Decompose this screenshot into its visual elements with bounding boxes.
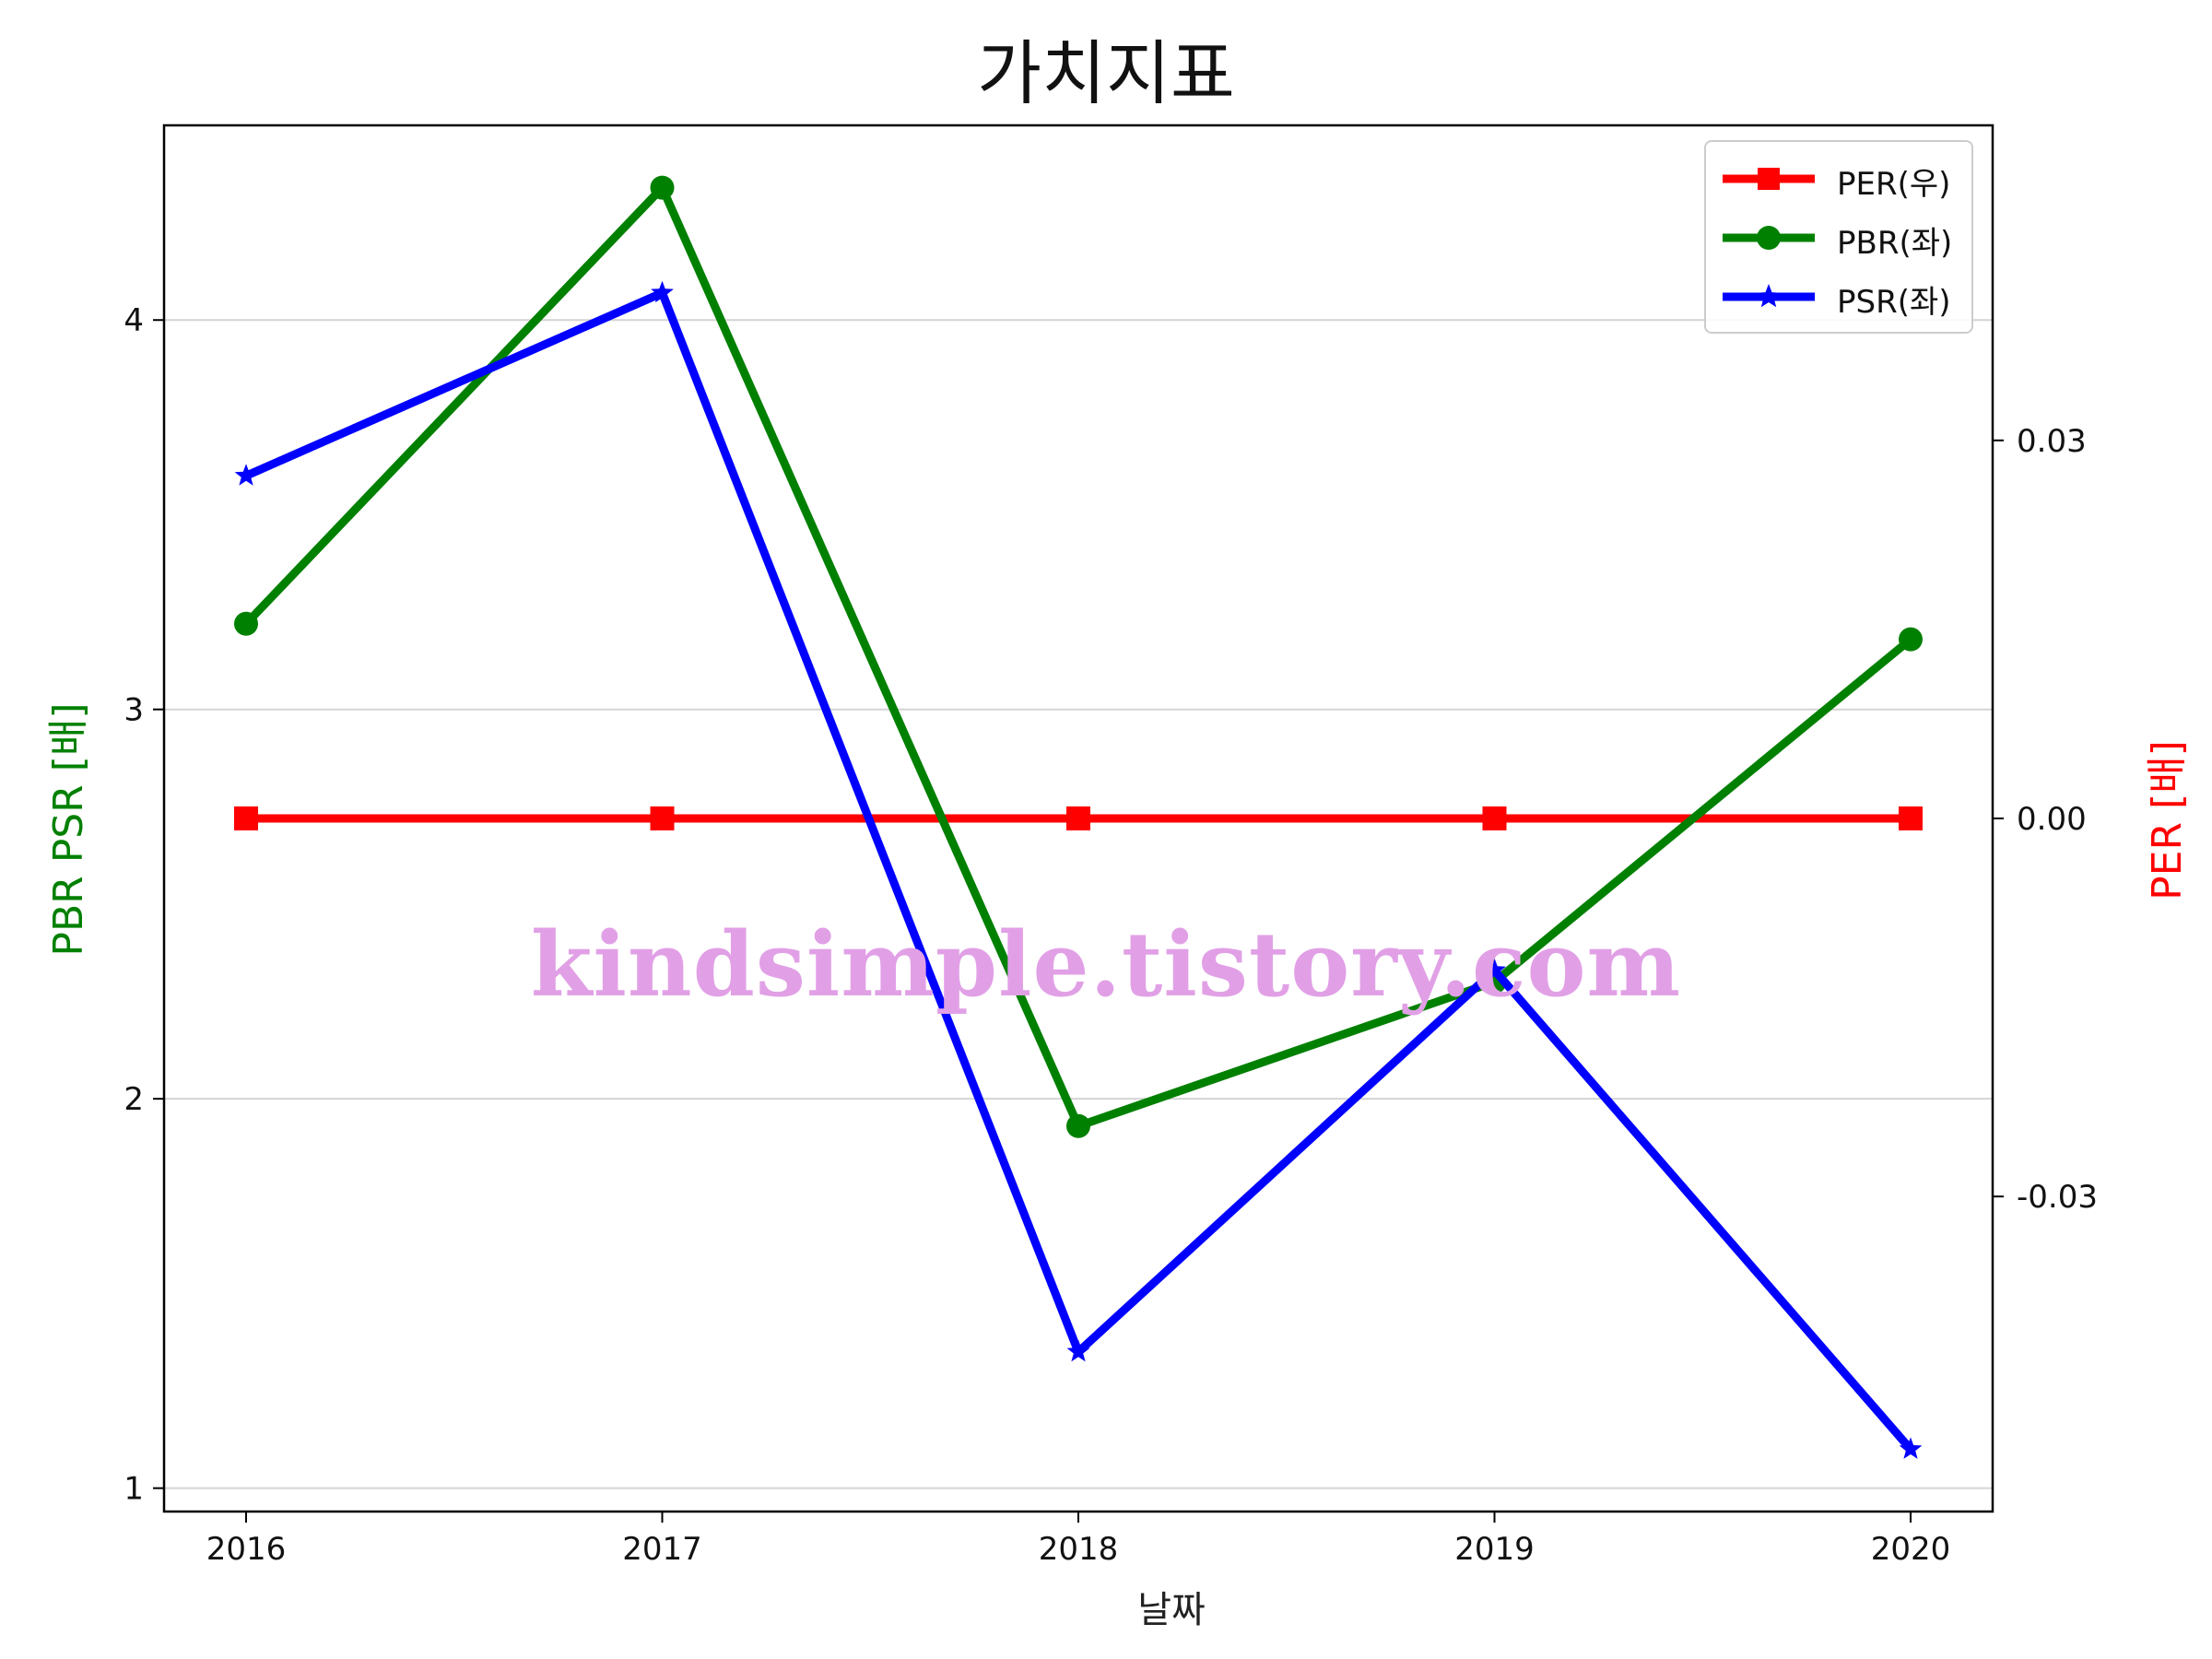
legend-item-pbr: PBR(좌) [1719, 212, 1968, 264]
x-axis-label: 날짜 [1137, 1589, 1206, 1631]
data-point-0-0 [234, 806, 258, 830]
data-point-2-3 [1483, 958, 1506, 981]
data-point-0-2 [1066, 806, 1090, 830]
data-point-1-2 [1066, 1113, 1090, 1138]
right-y-tick-label: 0.03 [2017, 423, 2087, 460]
legend-swatch-per [1723, 168, 1815, 190]
chart-title: 가치지표 [977, 32, 1235, 114]
x-tick-label: 2020 [1871, 1531, 1951, 1568]
grid-lines [164, 319, 1993, 1489]
legend: PER(우) PBR(좌) PSR(좌) [1704, 140, 1973, 334]
data-point-2-2 [1066, 1339, 1090, 1362]
data-point-0-1 [650, 806, 675, 830]
left-y-tick-label: 3 [124, 692, 144, 729]
right-y-tick-label: -0.03 [2017, 1179, 2098, 1216]
data-point-1-1 [650, 175, 675, 200]
x-tick-label: 2017 [622, 1531, 702, 1568]
left-y-tick-label: 4 [124, 302, 144, 339]
legend-label-pbr: PBR(좌) [1837, 225, 1953, 262]
left-y-axis-label: PBR PSR [배] [45, 702, 92, 957]
legend-item-per: PER(우) [1719, 153, 1968, 205]
data-point-1-4 [1899, 627, 1923, 652]
data-point-1-0 [234, 611, 258, 636]
data-point-0-3 [1482, 806, 1507, 830]
legend-swatch-psr [1723, 284, 1815, 308]
axes: 2016 2017 2018 2019 2020 1 2 3 4 0.03 0.00 -0.03 [124, 124, 2098, 1568]
watermark: kindsimple.tistory.com [530, 912, 1682, 1017]
data-point-2-1 [651, 280, 674, 303]
legend-swatch-pbr [1723, 226, 1815, 250]
legend-label-per: PER(우) [1837, 166, 1951, 203]
right-y-axis-label: PER [배] [2144, 740, 2191, 900]
data-point-2-0 [234, 464, 258, 486]
series-layer [234, 175, 1923, 1459]
x-tick-label: 2019 [1454, 1531, 1535, 1568]
data-point-0-4 [1899, 806, 1923, 830]
x-tick-label: 2018 [1039, 1531, 1119, 1568]
legend-item-psr: PSR(좌) [1719, 271, 1968, 323]
series-line-2 [244, 288, 1914, 1453]
x-tick-label: 2016 [206, 1531, 287, 1568]
right-y-tick-label: 0.00 [2017, 801, 2087, 838]
left-y-tick-label: 1 [124, 1471, 144, 1508]
left-y-tick-label: 2 [124, 1081, 144, 1118]
data-point-2-4 [1899, 1437, 1923, 1459]
legend-label-psr: PSR(좌) [1837, 284, 1951, 321]
